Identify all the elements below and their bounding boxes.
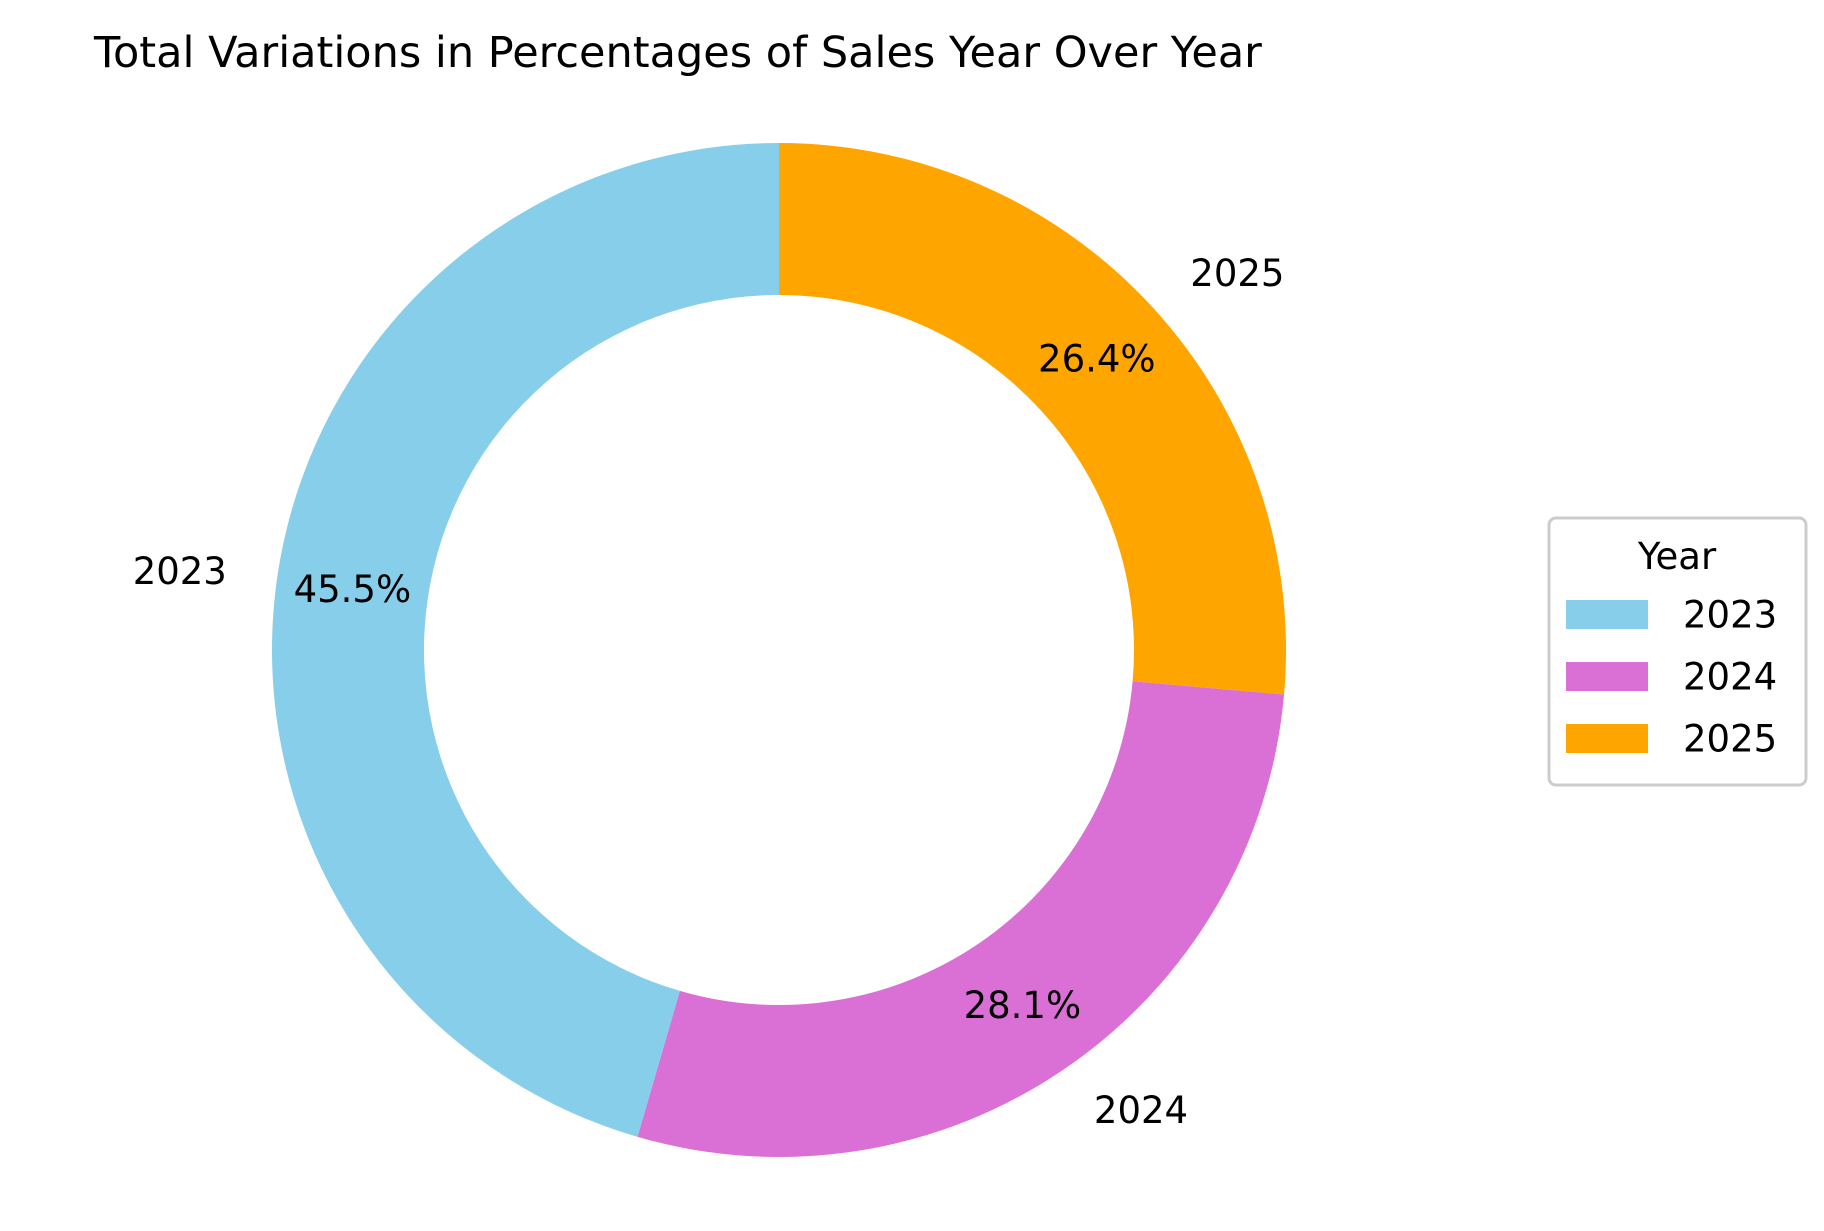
slice-2025: [779, 143, 1287, 695]
legend-title: Year: [1637, 535, 1717, 578]
legend-entries: 2023 2024 2025: [1566, 594, 1777, 761]
legend-swatch-2024: [1566, 662, 1648, 691]
percentage-label-2024: 28.1%: [964, 984, 1082, 1027]
category-labels: 2023 2024 2025: [133, 252, 1285, 1132]
category-label-2025: 2025: [1190, 252, 1284, 295]
donut-slices: [271, 143, 1287, 1157]
category-label-2023: 2023: [133, 550, 227, 593]
percentage-labels: 45.5% 28.1% 26.4%: [294, 337, 1156, 1027]
legend: Year 2023 2024 2025: [1547, 516, 1808, 787]
legend-label-2023: 2023: [1683, 594, 1777, 637]
legend-label-2025: 2025: [1683, 718, 1777, 761]
category-label-2024: 2024: [1094, 1089, 1188, 1132]
percentage-label-2025: 26.4%: [1038, 337, 1156, 380]
legend-label-2024: 2024: [1683, 656, 1777, 699]
chart-title: Total Variations in Percentages of Sales…: [93, 28, 1262, 78]
legend-swatch-2023: [1566, 600, 1648, 629]
legend-frame: [1547, 516, 1808, 787]
slice-2023: [271, 143, 779, 1137]
slice-2024: [637, 681, 1285, 1157]
legend-swatch-2025: [1566, 724, 1648, 753]
percentage-label-2023: 45.5%: [294, 568, 412, 611]
